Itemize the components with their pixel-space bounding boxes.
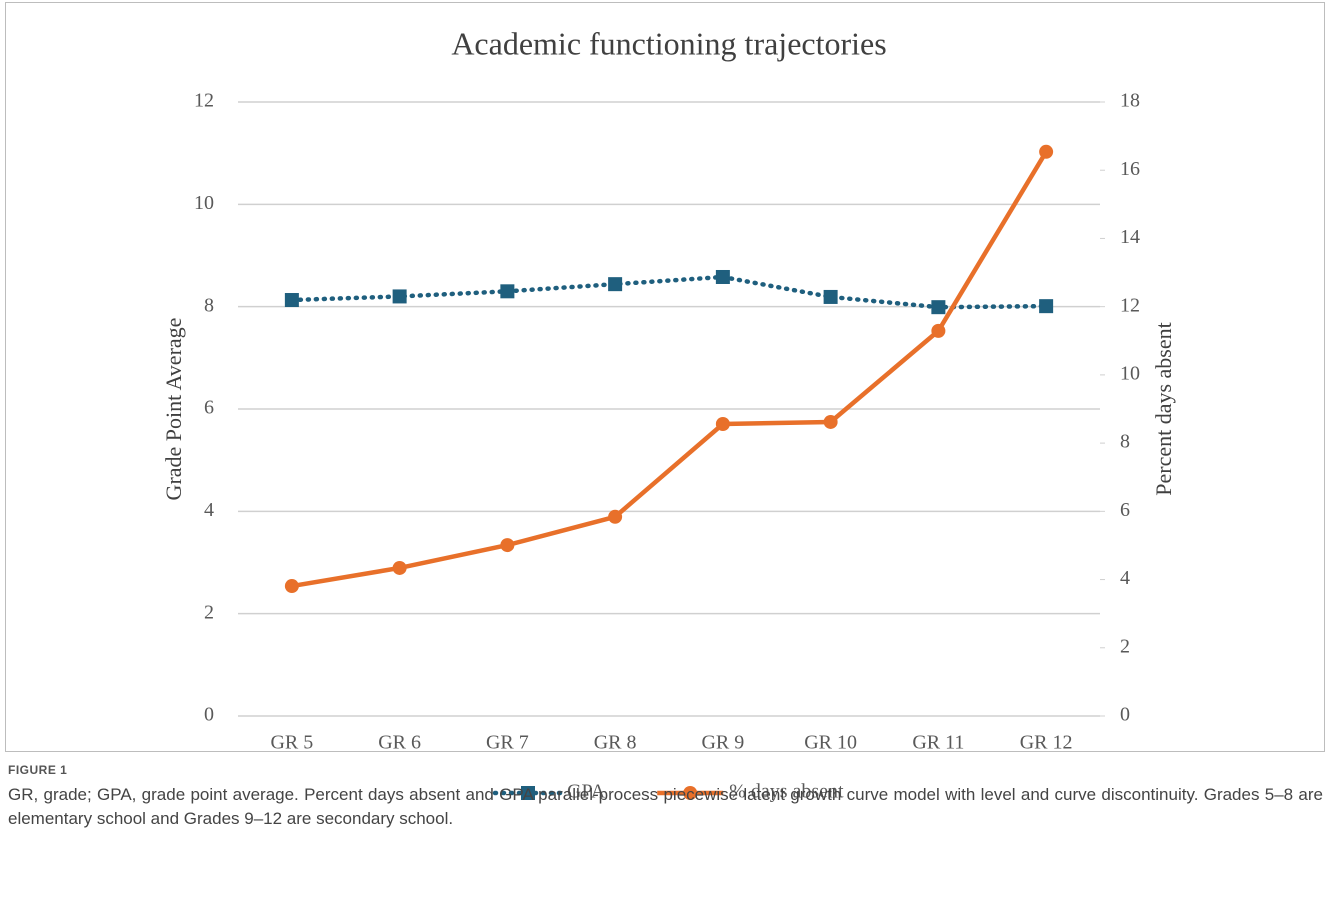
marker <box>392 560 407 575</box>
x-tick-label: GR 8 <box>594 732 637 754</box>
marker <box>608 509 623 524</box>
y-tick-label: 0 <box>204 704 214 726</box>
y-axis-title: Grade Point Average <box>161 318 186 501</box>
x-tick-label: GR 5 <box>270 732 313 754</box>
figure-caption: GR, grade; GPA, grade point average. Per… <box>8 785 1323 828</box>
y-tick-label: 8 <box>204 294 214 316</box>
x-tick-label: GR 9 <box>701 732 744 754</box>
legend-marker <box>683 786 698 800</box>
marker <box>823 414 838 429</box>
y2-tick-label: 12 <box>1120 294 1140 316</box>
marker <box>931 323 946 338</box>
series-line <box>291 150 1049 589</box>
marker <box>392 289 407 304</box>
figure-frame <box>5 2 1325 752</box>
figure-label: FIGURE 1 <box>8 763 68 777</box>
y-tick-label: 10 <box>194 192 214 214</box>
series-line <box>289 274 1049 310</box>
marker <box>1039 144 1054 159</box>
y2-tick-label: 6 <box>1120 499 1130 521</box>
marker <box>715 269 730 284</box>
y2-tick-label: 10 <box>1120 362 1140 384</box>
x-tick-label: GR 11 <box>912 732 964 754</box>
marker <box>500 538 515 553</box>
y2-tick-label: 0 <box>1120 704 1130 726</box>
x-tick-label: GR 7 <box>486 732 529 754</box>
y-tick-label: 4 <box>204 499 214 521</box>
y-tick-label: 12 <box>194 90 214 112</box>
marker <box>608 277 623 292</box>
legend-label: % days absent <box>729 781 844 803</box>
marker <box>284 579 299 594</box>
x-tick-label: GR 10 <box>804 732 857 754</box>
marker <box>500 284 515 299</box>
marker <box>715 417 730 432</box>
chart: Academic functioning trajectories Grade … <box>161 25 1176 803</box>
marker <box>823 289 838 304</box>
marker <box>1039 299 1054 314</box>
y-tick-label: 2 <box>204 601 214 623</box>
x-tick-label: GR 12 <box>1020 732 1073 754</box>
y2-axis-title: Percent days absent <box>1151 322 1176 496</box>
chart-title: Academic functioning trajectories <box>451 25 886 61</box>
legend-marker <box>521 786 535 800</box>
y-tick-label: 6 <box>204 397 214 419</box>
y2-tick-label: 8 <box>1120 431 1130 453</box>
marker <box>284 293 299 308</box>
y2-tick-label: 14 <box>1120 226 1140 248</box>
y2-tick-label: 16 <box>1120 158 1140 180</box>
x-tick-label: GR 6 <box>378 732 421 754</box>
y2-tick-label: 4 <box>1120 567 1130 589</box>
marker <box>931 300 946 315</box>
legend-label: GPA <box>567 781 606 803</box>
y2-tick-label: 2 <box>1120 635 1130 657</box>
y2-tick-label: 18 <box>1120 90 1140 112</box>
